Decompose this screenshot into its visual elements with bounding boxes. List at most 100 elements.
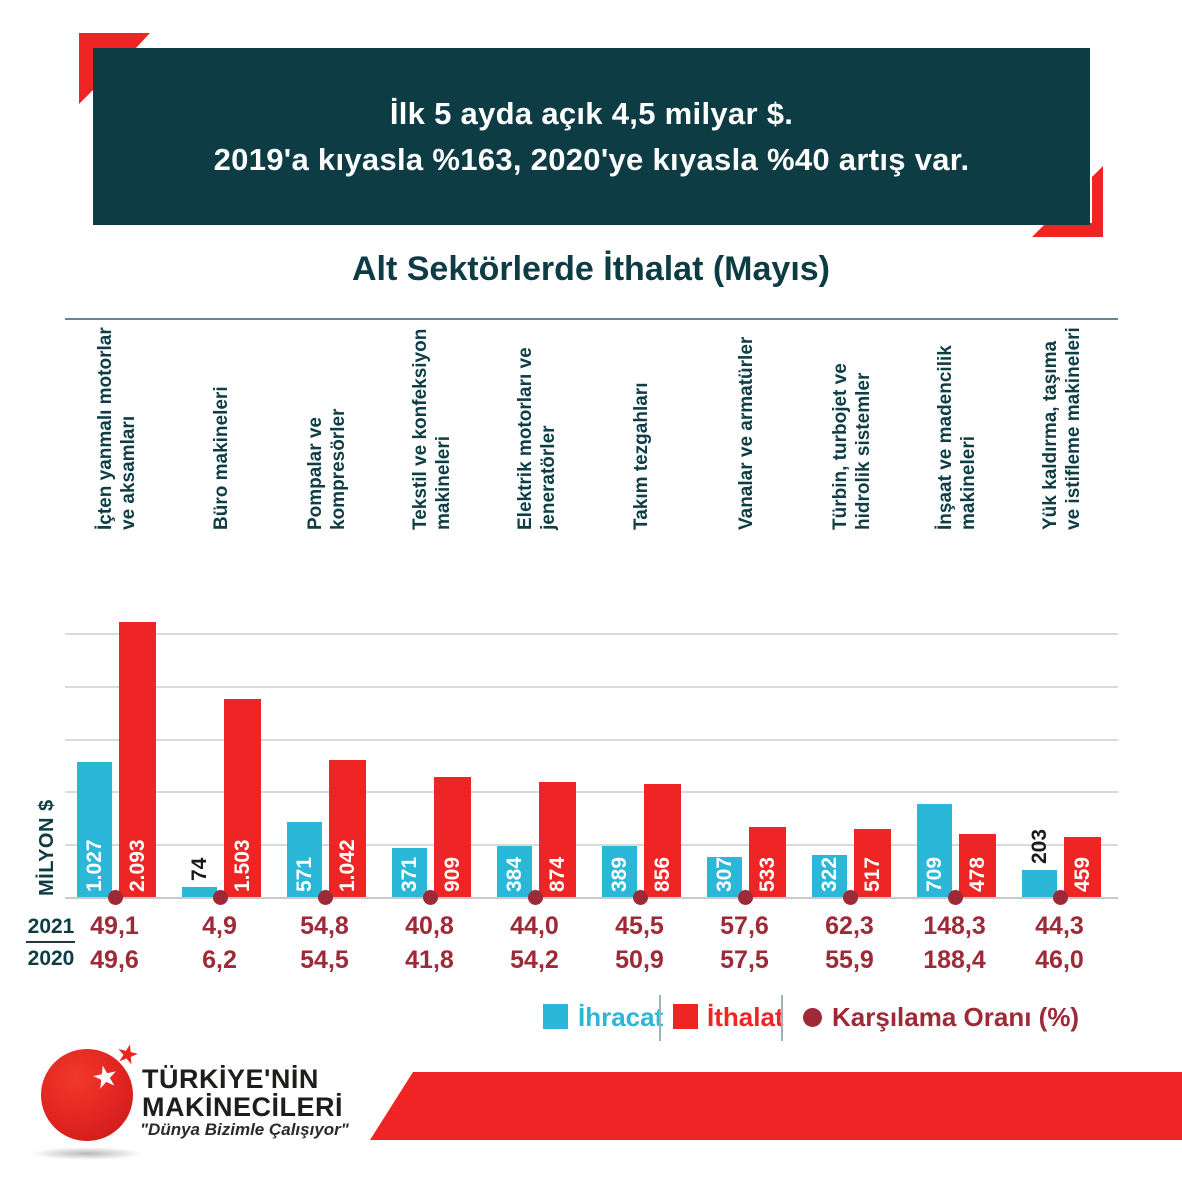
karsilama-orani-dot — [528, 889, 543, 905]
ithalat-bar-value: 874 — [545, 856, 569, 892]
category-label: İnşaat ve madencilik makineleri — [934, 345, 979, 530]
ihracat-bar-value: 322 — [817, 856, 841, 892]
karsilama-orani-dot — [213, 889, 228, 905]
ratio-value-2020: 50,9 — [615, 946, 664, 974]
ithalat-bar — [644, 784, 681, 897]
ratio-value-2020: 54,5 — [300, 946, 349, 974]
ihracat-bar-value: 571 — [292, 856, 316, 892]
ihracat-bar — [392, 848, 427, 897]
ithalat-bar-value: 1.042 — [335, 839, 359, 892]
ratio-row-header-2021: 2021 — [27, 915, 75, 938]
logo-name-line-2: MAKİNECİLERİ — [142, 1092, 343, 1122]
ihracat-bar — [917, 803, 952, 897]
ithalat-bar — [434, 777, 471, 897]
bottom-red-band — [370, 1072, 1182, 1140]
category-label: Büro makineleri — [211, 386, 232, 530]
gridline — [65, 791, 1118, 794]
ithalat-bar-value: 533 — [755, 856, 779, 892]
ihracat-legend-swatch — [543, 1004, 568, 1029]
ithalat-bar — [854, 828, 891, 897]
karsilama-orani-dot — [738, 889, 753, 905]
ihracat-bar-value: 384 — [502, 856, 526, 892]
ratio-value-2021: 49,1 — [90, 912, 139, 940]
ratio-value-2020: 46,0 — [1035, 946, 1084, 974]
ratio-value-2020: 55,9 — [825, 946, 874, 974]
ihracat-bar-value: 709 — [922, 856, 946, 892]
ithalat-bar-value: 517 — [860, 856, 884, 892]
category-label: İçten yanmalı motorlar ve aksamları — [94, 327, 139, 530]
ratio-value-2020: 41,8 — [405, 946, 454, 974]
gridline — [65, 633, 1118, 635]
legend-divider-1 — [659, 995, 661, 1041]
category-label: Yük kaldırma, taşıma ve istifleme makinel… — [1039, 327, 1084, 530]
ithalat-legend-label: İthalat — [707, 1002, 784, 1032]
gridline — [65, 844, 1118, 847]
ratio-value-2021: 45,5 — [615, 912, 664, 940]
ratio-value-2021: 44,3 — [1035, 912, 1084, 940]
ithalat-bar — [539, 782, 576, 897]
ihracat-bar — [77, 761, 112, 897]
ratio-value-2020: 6,2 — [202, 946, 237, 974]
category-label: Pompalar ve kompresörler — [304, 408, 349, 530]
ithalat-bar — [224, 699, 261, 897]
banner-line-1: İlk 5 ayda açık 4,5 milyar $. — [389, 95, 794, 131]
ihracat-bar-value: 203 — [1027, 829, 1051, 865]
category-label: Vanalar ve armatürler — [736, 336, 757, 530]
category-label: Takım tezgahları — [631, 382, 652, 530]
ithalat-bar-value: 478 — [965, 856, 989, 892]
ratio-value-2020: 57,5 — [720, 946, 769, 974]
ratio-value-2021: 57,6 — [720, 912, 769, 940]
chart-title: Alt Sektörlerde İthalat (Mayıs) — [351, 250, 830, 288]
ratio-value-2020: 54,2 — [510, 946, 559, 974]
logo-name-line-1: TÜRKİYE'NİN — [142, 1064, 319, 1094]
banner-corner-accent-top-left — [79, 33, 150, 104]
category-label: Türbin, turbojet ve hidrolik sistemler — [829, 363, 874, 530]
ithalat-bar-value: 1.503 — [230, 839, 254, 892]
gridline — [65, 685, 1118, 688]
ithalat-bar — [119, 621, 156, 897]
ihracat-bar-value: 371 — [397, 856, 421, 892]
ratio-row-header-2020: 2020 — [27, 947, 75, 970]
ihracat-bar — [1022, 870, 1057, 897]
ratio-value-2021: 54,8 — [300, 912, 349, 940]
ihracat-bar — [182, 887, 217, 897]
banner-line-2: 2019'a kıyasla %163, 2020'ye kıyasla %40… — [213, 141, 970, 177]
logo-red-globe-icon — [41, 1049, 133, 1141]
ratio-value-2021: 148,3 — [923, 912, 986, 940]
ithalat-bar — [1064, 836, 1101, 897]
karsilama-orani-dot — [948, 889, 963, 905]
category-label: Tekstil ve konfeksiyon makineleri — [409, 328, 454, 530]
karsilama-orani-dot — [318, 889, 333, 905]
ratio-row-divider — [26, 941, 75, 943]
ihracat-bar-value: 74 — [187, 857, 211, 882]
ithalat-legend-swatch — [673, 1004, 698, 1029]
ratio-value-2021: 62,3 — [825, 912, 874, 940]
ratio-value-2020: 49,6 — [90, 946, 139, 974]
ithalat-bar-value: 2.093 — [125, 839, 149, 892]
ihracat-bar-value: 1.027 — [82, 839, 106, 892]
x-axis-line — [65, 897, 1118, 899]
ithalat-bar — [959, 834, 996, 897]
ihracat-bar — [287, 821, 322, 897]
ihracat-bar — [497, 846, 532, 897]
y-axis-label: MİLYON $ — [36, 799, 58, 896]
karsilama-orani-dot — [633, 889, 648, 905]
ratio-value-2021: 40,8 — [405, 912, 454, 940]
ihracat-bar — [602, 845, 637, 897]
ithalat-bar-value: 909 — [440, 856, 464, 892]
banner-corner-accent-bottom-right — [1032, 166, 1103, 237]
ithalat-bar — [749, 826, 786, 897]
title-separator-line — [65, 318, 1118, 320]
ithalat-bar-value: 856 — [650, 856, 674, 892]
logo-red-star-icon: ★ — [112, 1036, 143, 1072]
karsilama-orani-dot — [423, 889, 438, 905]
ratio-value-2020: 188,4 — [923, 946, 986, 974]
category-label: Elektrik motorları ve jeneratörler — [514, 347, 559, 530]
header-banner: İlk 5 ayda açık 4,5 milyar $. 2019'a kıy… — [93, 48, 1090, 225]
ithalat-bar-value: 459 — [1070, 856, 1094, 892]
karsilama-orani-legend-label: Karşılama Oranı (%) — [832, 1002, 1080, 1032]
ihracat-bar — [812, 854, 847, 897]
legend-divider-2 — [781, 995, 783, 1041]
karsilama-orani-dot — [843, 889, 858, 905]
